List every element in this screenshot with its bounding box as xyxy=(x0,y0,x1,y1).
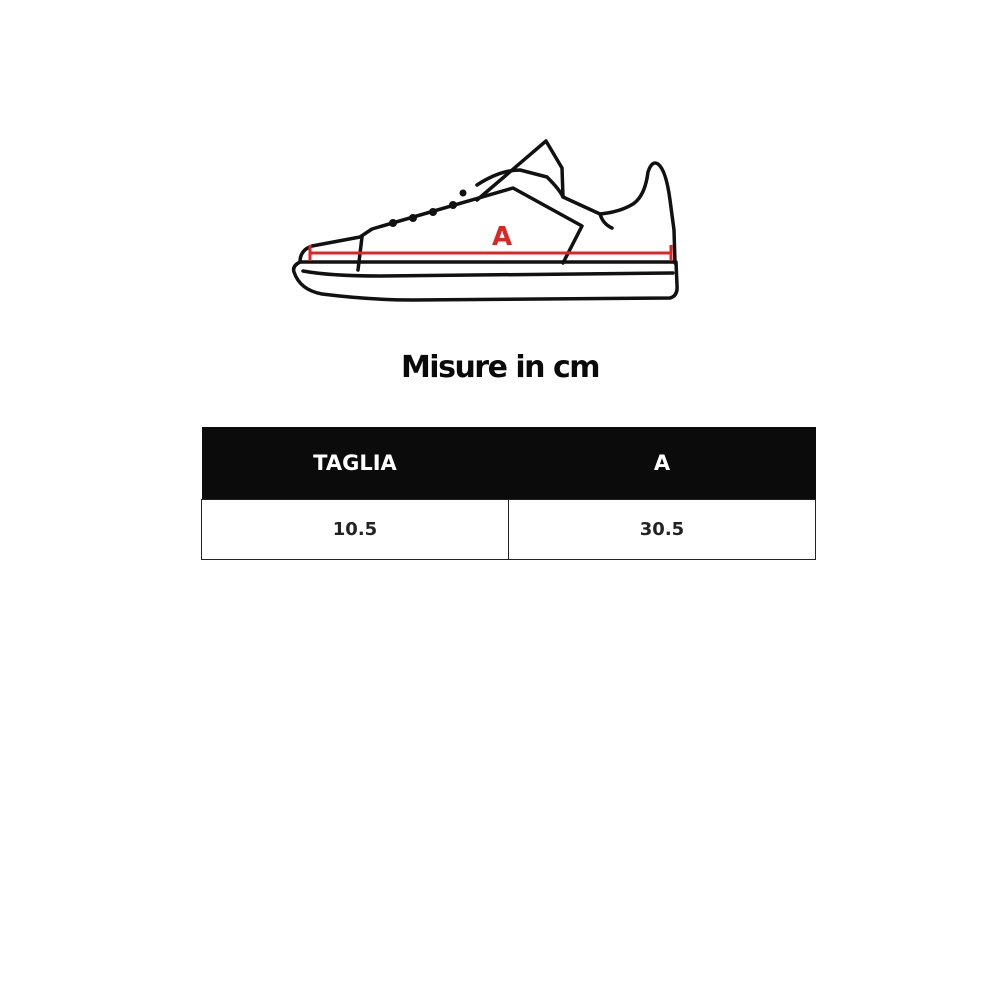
cell-a: 30.5 xyxy=(508,499,816,560)
shoe-collar xyxy=(475,161,677,265)
shoe-upper xyxy=(298,186,584,265)
page-title: Misure in cm xyxy=(400,350,601,385)
lace-holes xyxy=(389,189,467,227)
table-row: 10.5 30.5 xyxy=(201,499,816,560)
header-taglia: TAGLIA xyxy=(201,427,509,500)
shoe-collar-inner xyxy=(598,212,614,230)
table-header-row: TAGLIA A xyxy=(201,427,816,500)
shoe-sole-midline xyxy=(301,269,675,278)
measure-a-label: A xyxy=(492,222,512,252)
size-table: TAGLIA A 10.5 30.5 xyxy=(201,427,816,560)
header-a: A xyxy=(508,427,816,500)
measure-a-line xyxy=(308,245,673,261)
cell-taglia: 10.5 xyxy=(201,499,509,560)
shoe-sole xyxy=(291,260,679,302)
shoe-diagram: A xyxy=(291,139,679,302)
